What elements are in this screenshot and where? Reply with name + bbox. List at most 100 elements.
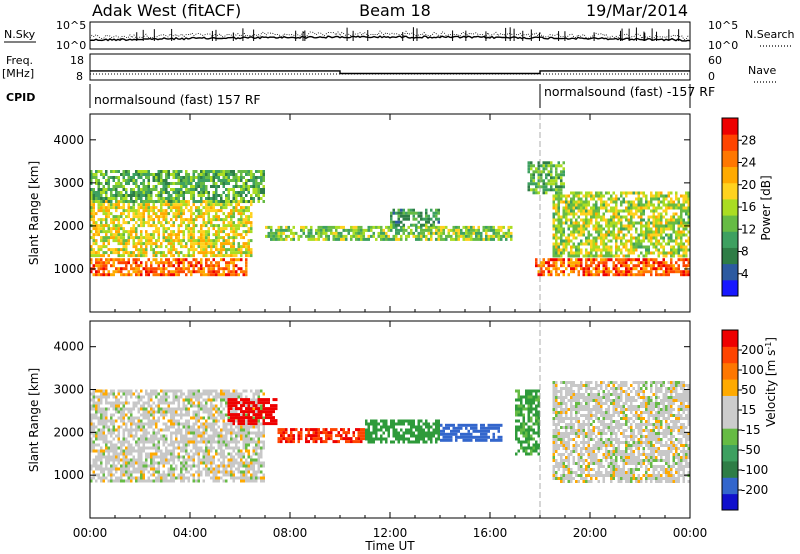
data-cell [242,218,245,222]
data-cell [560,258,563,262]
data-cell [232,431,235,435]
data-cell [460,231,463,235]
data-cell [680,206,683,210]
data-cell [660,206,663,210]
data-cell [127,203,130,207]
data-cell [387,225,390,229]
data-cell [677,254,680,258]
data-cell [662,245,665,249]
data-cell [505,231,508,235]
data-cell [210,273,213,277]
data-cell [682,200,685,204]
data-cell [412,214,415,218]
data-cell [247,170,250,173]
data-cell [667,251,670,255]
data-cell [190,230,193,234]
data-cell [205,452,208,456]
data-cell [200,273,203,277]
data-cell [227,464,230,468]
data-cell [207,449,210,453]
data-cell [600,270,603,274]
data-cell [670,264,673,268]
data-cell [555,203,558,207]
data-cell [597,221,600,225]
data-cell [207,206,210,210]
data-cell [192,401,195,405]
data-cell [132,437,135,441]
data-cell [360,225,363,229]
data-cell [220,416,223,420]
data-cell [430,223,433,227]
colorbar-tick-label: 8 [741,245,749,259]
data-cell [215,270,218,274]
data-cell [415,217,418,221]
data-cell [205,261,208,265]
data-cell [137,264,140,268]
data-cell [127,261,130,265]
data-cell [202,437,205,441]
data-cell [547,273,550,277]
data-cell [585,258,588,262]
data-cell [582,230,585,234]
data-cell [535,185,538,189]
data-cell [242,224,245,228]
data-cell [135,404,138,408]
data-cell [212,245,215,249]
data-cell [307,228,310,232]
data-cell [687,215,690,219]
data-cell [232,227,235,231]
data-cell [182,449,185,453]
data-cell [132,176,135,179]
data-cell [222,392,225,396]
data-cell [202,215,205,219]
data-cell [637,233,640,237]
data-cell [580,206,583,210]
data-cell [175,182,178,185]
data-cell [682,264,685,268]
data-cell [207,264,210,268]
data-cell [175,389,178,393]
data-cell [572,254,575,258]
data-cell [260,197,263,200]
data-cell [210,476,213,480]
data-cell [265,234,268,238]
data-cell [190,218,193,222]
data-cell [135,227,138,231]
data-cell [180,188,183,191]
data-cell [200,267,203,271]
data-cell [182,233,185,237]
data-cell [627,218,630,222]
data-cell [247,218,250,222]
data-cell [317,237,320,241]
data-cell [240,176,243,179]
data-cell [195,200,198,203]
data-cell [235,425,238,429]
data-cell [212,458,215,462]
data-cell [657,224,660,228]
data-cell [247,230,250,234]
data-cell [602,258,605,262]
data-cell [202,440,205,444]
data-cell [550,176,553,180]
data-cell [100,398,103,402]
data-cell [595,267,598,271]
data-cell [180,261,183,265]
data-cell [650,191,653,195]
nsky-trace [89,35,691,42]
data-cell [192,461,195,465]
data-cell [197,425,200,429]
data-cell [162,251,165,255]
data-cell [250,389,253,393]
data-cell [232,455,235,459]
data-cell [230,230,233,234]
data-cell [240,452,243,456]
data-cell [557,203,560,207]
data-cell [135,401,138,405]
data-cell [180,470,183,474]
data-cell [555,212,558,216]
data-cell [352,225,355,229]
data-cell [622,254,625,258]
data-cell [157,398,160,402]
data-cell [227,173,230,176]
data-cell [597,254,600,258]
